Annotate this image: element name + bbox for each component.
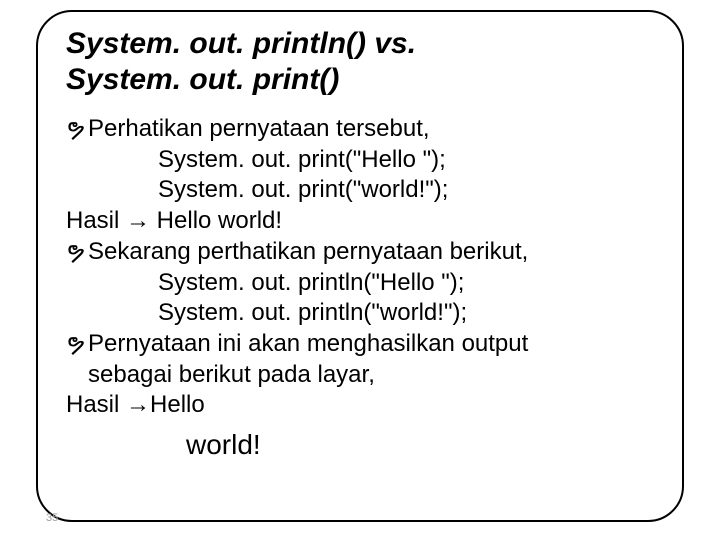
result-2-value: Hello [150,391,205,418]
bullet-3: ຯ Pernyataan ini akan menghasilkan outpu… [66,329,654,360]
arrow-icon: → [126,207,150,234]
code-line-1: System. out. print("Hello "); [66,145,654,176]
title-line-1: System. out. println() vs. [66,27,416,60]
page-number: 35 [46,512,58,524]
title-line-2: System. out. print() [66,63,339,96]
result-1: Hasil → Hello world! [66,206,654,237]
bullet-1-text: Perhatikan pernyataan tersebut, [88,114,430,145]
bullet-1: ຯ Perhatikan pernyataan tersebut, [66,114,654,145]
slide-frame: System. out. println() vs. System. out. … [36,10,684,522]
bullet-2-text: Sekarang perthatikan pernyataan berikut, [88,237,528,268]
bullet-3-text: Pernyataan ini akan menghasilkan output [88,329,528,360]
arrow-icon: → [126,391,150,418]
result-2-label: Hasil [66,391,126,418]
result-1-value: Hello world! [150,207,282,234]
bullet-2: ຯ Sekarang perthatikan pernyataan beriku… [66,237,654,268]
slide-body: ຯ Perhatikan pernyataan tersebut, System… [66,114,654,463]
code-line-4: System. out. println("world!"); [66,298,654,329]
code-line-2: System. out. print("world!"); [66,175,654,206]
result-2-line2: world! [66,427,654,463]
bullet-mark-icon: ຯ [66,114,88,145]
bullet-mark-icon: ຯ [66,237,88,268]
result-2: Hasil →Hello [66,390,654,421]
code-line-3: System. out. println("Hello "); [66,268,654,299]
bullet-3-cont: sebagai berikut pada layar, [66,360,654,391]
bullet-mark-icon: ຯ [66,329,88,360]
slide-title: System. out. println() vs. System. out. … [66,26,654,98]
result-1-label: Hasil [66,207,126,234]
